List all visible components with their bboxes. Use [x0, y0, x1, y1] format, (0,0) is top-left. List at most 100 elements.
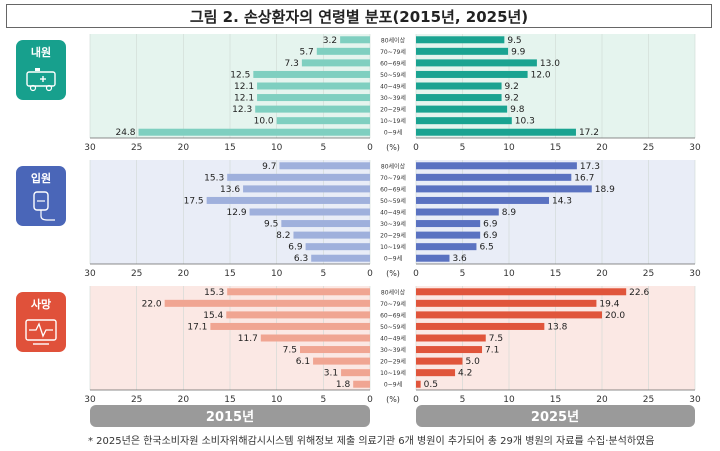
tick-label: 30	[84, 143, 96, 153]
bar-2025	[416, 231, 481, 239]
bar-2025	[416, 185, 592, 193]
panel-icon-card	[16, 40, 66, 100]
bar-2025	[416, 162, 577, 170]
age-category-label: 0~9세	[384, 381, 402, 389]
tick-label: 5	[460, 395, 466, 405]
age-category-label: 30~39세	[380, 346, 406, 354]
tick-label: 10	[271, 269, 283, 279]
tick-label: 20	[178, 269, 190, 279]
age-category-label: 50~59세	[380, 323, 406, 331]
bar-2015	[341, 369, 370, 377]
data-label-2025: 19.4	[599, 299, 619, 309]
age-category-label: 20~29세	[380, 232, 406, 240]
tick-label: 30	[689, 269, 701, 279]
data-label-2025: 9.2	[505, 82, 519, 92]
heart-monitor-icon	[25, 319, 57, 341]
bar-2015	[279, 162, 370, 170]
data-label-2015: 1.8	[336, 380, 351, 390]
bar-2015	[276, 117, 370, 125]
data-label-2025: 22.6	[629, 288, 649, 298]
tick-label: 15	[550, 269, 561, 279]
tick-label: 30	[689, 395, 701, 405]
bar-2015	[257, 82, 370, 90]
iv-tube-icon	[40, 210, 55, 221]
data-label-2025: 17.3	[580, 162, 600, 172]
bar-2015	[138, 128, 370, 136]
age-category-label: 10~19세	[380, 117, 406, 125]
age-category-label: 10~19세	[380, 369, 406, 377]
age-category-label: 60~69세	[380, 59, 406, 67]
data-label-2025: 4.2	[458, 369, 472, 379]
age-category-label: 50~59세	[380, 197, 406, 205]
data-label-2015: 7.5	[283, 346, 297, 356]
tick-label: 30	[84, 269, 96, 279]
data-label-2025: 7.1	[485, 346, 499, 356]
data-label-2025: 6.9	[483, 220, 498, 230]
bar-2025	[416, 105, 508, 113]
bar-2025	[416, 208, 499, 216]
age-category-label: 80세이상	[381, 288, 406, 296]
data-label-2025: 6.9	[483, 231, 498, 241]
ambulance-icon	[26, 71, 56, 87]
data-label-2015: 8.2	[276, 231, 290, 241]
bar-2025	[416, 94, 502, 102]
bar-2025	[416, 47, 509, 55]
panel-label: 입원	[31, 171, 51, 185]
data-label-2025: 7.5	[489, 334, 503, 344]
data-label-2025: 14.3	[552, 196, 572, 206]
age-category-label: 60~69세	[380, 311, 406, 319]
year-bar-right	[416, 405, 695, 427]
bar-2025	[416, 36, 505, 44]
data-label-2015: 17.5	[184, 196, 204, 206]
age-category-label: 0~9세	[384, 255, 402, 263]
age-category-label: 0~9세	[384, 129, 402, 137]
data-label-2015: 24.8	[115, 128, 135, 138]
data-label-2025: 17.2	[579, 128, 599, 138]
data-label-2015: 6.9	[288, 243, 303, 253]
data-label-2025: 3.6	[452, 254, 467, 264]
figure-title: 그림 2. 손상환자의 연령별 분포(2015년, 2025년)	[6, 4, 712, 28]
bar-2025	[416, 128, 576, 136]
tick-label: 0	[367, 395, 373, 405]
data-label-2025: 10.3	[515, 117, 535, 127]
tick-label: 25	[643, 395, 654, 405]
tick-label: 20	[178, 395, 190, 405]
wheel-icon	[29, 84, 37, 92]
bar-2015	[253, 70, 370, 78]
data-label-2015: 9.5	[264, 220, 278, 230]
bar-2015	[164, 299, 370, 307]
year-bar-left	[90, 405, 370, 427]
year-label-right: 2025년	[531, 410, 579, 425]
bar-2015	[305, 243, 370, 251]
data-label-2025: 9.9	[511, 47, 526, 57]
unit-label: (%)	[386, 395, 400, 404]
bar-2025	[416, 334, 486, 342]
bar-2015	[255, 105, 370, 113]
tick-label: 15	[224, 143, 235, 153]
data-label-2015: 12.9	[227, 208, 247, 218]
tick-label: 5	[460, 143, 466, 153]
age-category-label: 20~29세	[380, 106, 406, 114]
tick-label: 10	[271, 143, 283, 153]
bar-2015	[257, 94, 370, 102]
tick-label: 25	[643, 269, 654, 279]
bar-2015	[293, 231, 370, 239]
panel-label: 내원	[31, 45, 51, 59]
data-label-2015: 22.0	[142, 299, 162, 309]
bar-2015	[353, 380, 370, 388]
bar-2015	[300, 346, 370, 354]
age-category-label: 60~69세	[380, 185, 406, 193]
bar-2015	[281, 220, 370, 228]
bar-2015	[340, 36, 370, 44]
bar-2025	[416, 346, 483, 354]
bar-2015	[210, 322, 370, 330]
data-label-2015: 7.3	[285, 59, 299, 69]
siren-icon	[35, 68, 40, 71]
tick-label: 20	[178, 143, 190, 153]
data-label-2025: 12.0	[531, 70, 551, 80]
age-category-label: 50~59세	[380, 71, 406, 79]
tick-label: 5	[320, 269, 326, 279]
tick-label: 25	[131, 269, 142, 279]
data-label-2025: 18.9	[595, 185, 615, 195]
